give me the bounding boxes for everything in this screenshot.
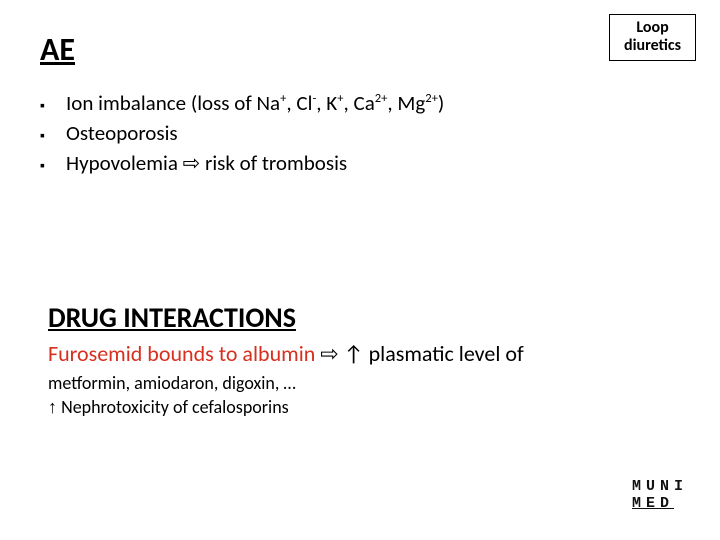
bullet-text: Hypovolemia ⇨ risk of trombosis	[66, 150, 347, 176]
di-black-text: ↑ plasmatic level of	[339, 340, 524, 367]
ion: K+	[326, 90, 343, 116]
logo-row1: MUNI	[632, 478, 688, 495]
ae-bullet-list: ▪ Ion imbalance (loss of Na+, Cl-, K+, C…	[40, 90, 444, 180]
arrow-right-icon: ⇨	[183, 152, 201, 175]
slide: Loop diuretics AE ▪ Ion imbalance (loss …	[0, 0, 720, 540]
list-item: ▪ Ion imbalance (loss of Na+, Cl-, K+, C…	[40, 90, 444, 116]
muni-med-logo: MUNI MED	[632, 478, 688, 513]
bullet-prefix: Hypovolemia	[66, 150, 183, 176]
di-subtext-1: metformin, amiodaron, digoxin, …	[48, 372, 296, 394]
bullet-after-arrow: risk of trombosis	[200, 150, 347, 176]
bullet-prefix: Ion imbalance (loss of	[66, 90, 257, 116]
drug-interactions-line: Furosemid bounds to albumin ⇨ ↑ plasmati…	[48, 340, 524, 367]
bullet-suffix: )	[438, 90, 444, 116]
bullet-text: Ion imbalance (loss of Na+, Cl-, K+, Ca2…	[66, 90, 444, 116]
list-item: ▪ Osteoporosis	[40, 120, 444, 146]
topic-label-box: Loop diuretics	[609, 14, 696, 61]
bullet-text: Osteoporosis	[66, 120, 178, 146]
arrow-up-icon: ↑	[48, 397, 57, 417]
ion: Cl-	[296, 90, 316, 116]
ion: Na+	[257, 90, 287, 116]
bullet-marker-icon: ▪	[40, 97, 66, 114]
ae-heading: AE	[40, 30, 75, 69]
topic-label-line2: diuretics	[624, 37, 681, 55]
logo-row2: MED	[632, 495, 688, 512]
bullet-marker-icon: ▪	[40, 127, 66, 144]
arrow-right-icon: ⇨	[320, 341, 338, 366]
di-red-text: Furosemid bounds to albumin	[48, 340, 320, 367]
di-subtext-2-text: Nephrotoxicity of cefalosporins	[57, 396, 289, 418]
ion: Mg2+	[397, 90, 438, 116]
ion: Ca2+	[354, 90, 388, 116]
di-subtext-2: ↑ Nephrotoxicity of cefalosporins	[48, 396, 289, 418]
topic-label-line1: Loop	[624, 19, 681, 37]
bullet-marker-icon: ▪	[40, 157, 66, 174]
list-item: ▪ Hypovolemia ⇨ risk of trombosis	[40, 150, 444, 176]
drug-interactions-heading: DRUG INTERACTIONS	[48, 300, 296, 335]
